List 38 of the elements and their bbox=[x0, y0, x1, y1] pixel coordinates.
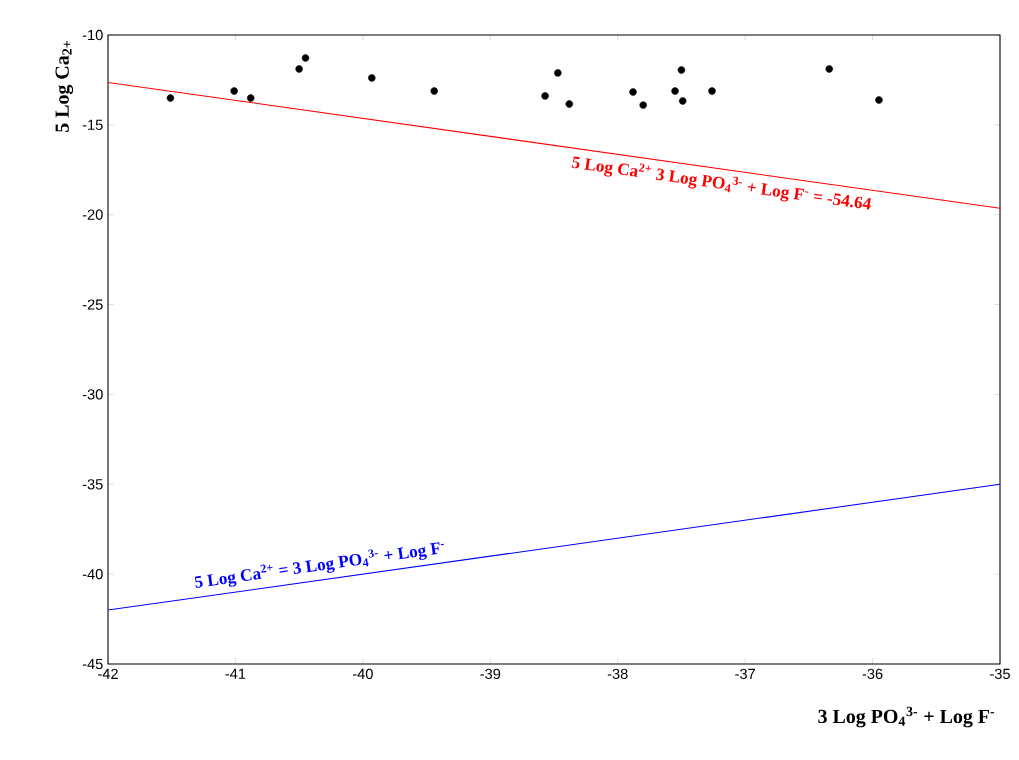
annotation: 5 Log Ca$^{2+}$ 3 Log PO$_{4}$$^{3-}$ + Log F$^{-}$ = -54.64 bbox=[571, 156, 871, 210]
point bbox=[295, 65, 303, 73]
point bbox=[554, 69, 562, 77]
y-tick-label: -45 bbox=[82, 658, 103, 670]
point bbox=[875, 96, 883, 104]
point bbox=[708, 87, 716, 95]
x-tick-label: -38 bbox=[607, 668, 628, 680]
point bbox=[166, 94, 175, 102]
y-tick-label: -30 bbox=[82, 389, 103, 400]
point bbox=[677, 66, 686, 74]
x-tick-label: -36 bbox=[862, 668, 883, 680]
x-tick-label: -41 bbox=[225, 668, 246, 679]
annotation: 5 Log Ca$^{2+}$ = 3 Log PO$_{4}$$^{3-}$ + Log F$^{-}$ bbox=[194, 542, 444, 588]
x-tick-label: -40 bbox=[352, 668, 373, 680]
x-tick-label: -37 bbox=[735, 668, 755, 680]
y-tick-label: -25 bbox=[82, 299, 103, 310]
y-tick-label: -40 bbox=[82, 568, 103, 580]
point bbox=[541, 92, 549, 100]
y-tick-label: -10 bbox=[82, 29, 103, 41]
x-tick-label: -35 bbox=[990, 668, 1010, 680]
point bbox=[301, 54, 310, 62]
point bbox=[639, 101, 647, 109]
y-tick-label: -35 bbox=[82, 479, 103, 490]
point bbox=[230, 87, 238, 95]
point bbox=[629, 88, 637, 96]
point bbox=[368, 74, 376, 82]
y-tick-label: -15 bbox=[82, 119, 103, 130]
point bbox=[671, 87, 679, 95]
point bbox=[565, 100, 574, 108]
x-tick-label: -39 bbox=[480, 668, 501, 680]
point bbox=[430, 87, 438, 95]
point bbox=[678, 97, 687, 105]
y-tick-label: -20 bbox=[82, 209, 103, 220]
point bbox=[825, 65, 833, 73]
point bbox=[247, 94, 255, 102]
y-axis-title: 5 Log Ca$_{2+}$ bbox=[55, 41, 74, 132]
x-tick-label: -42 bbox=[98, 668, 118, 679]
x-axis-title: 3 Log PO$_{4}$$^{3-}$ + Log F$^{-}$ bbox=[818, 706, 995, 728]
